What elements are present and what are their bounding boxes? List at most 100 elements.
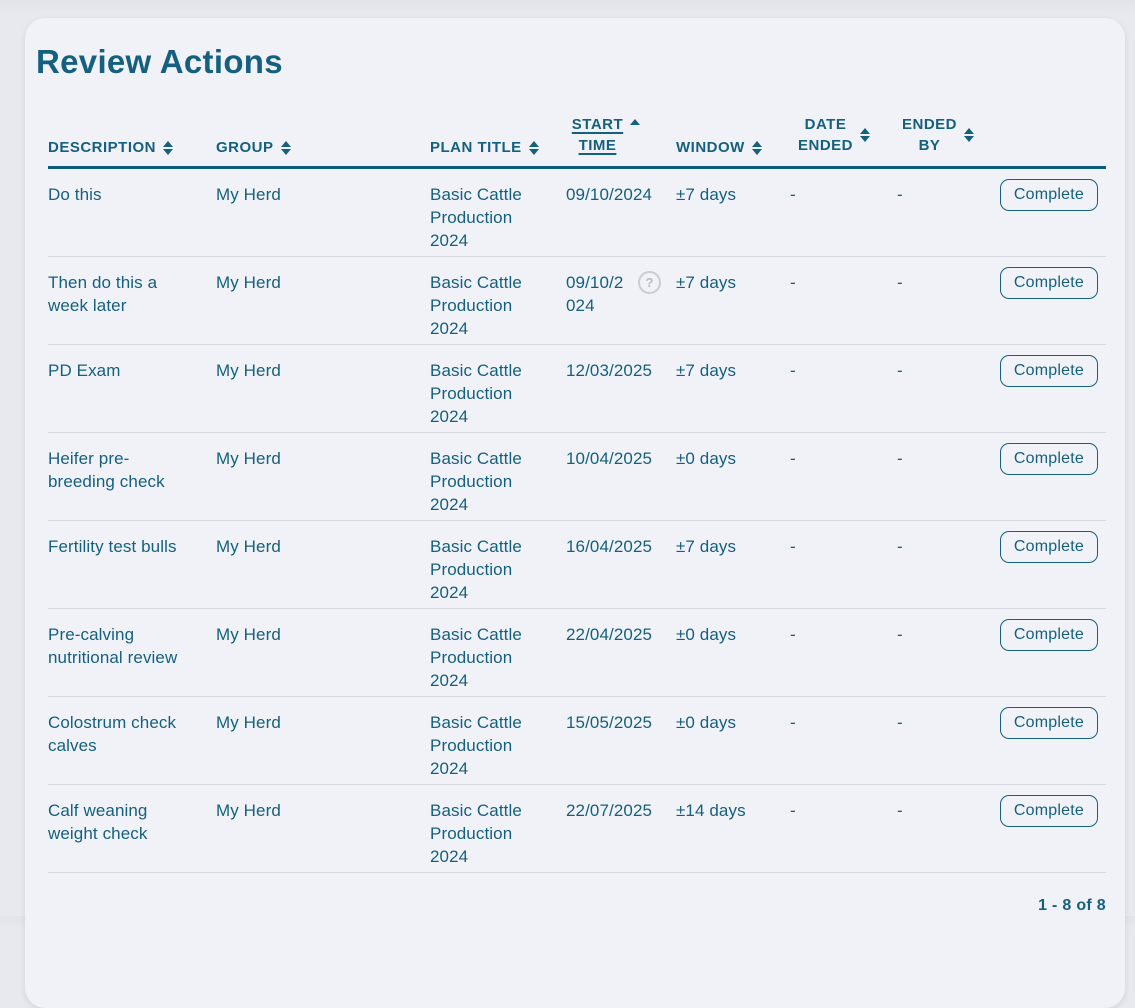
start-time-value: 10/04/2025 — [566, 449, 653, 469]
sort-icon — [964, 128, 974, 143]
header-ended-by-line2: BY — [918, 137, 941, 155]
complete-button[interactable]: Complete — [999, 531, 1098, 564]
table-row: Fertility test bulls My Herd Basic Cattl… — [48, 520, 1106, 610]
header-ended-by[interactable]: ENDED BY — [888, 114, 988, 170]
start-time-value-wrap: 22/07/2025 — [566, 799, 676, 822]
cell-action: Complete — [988, 167, 1106, 258]
sort-ascending-icon — [630, 119, 641, 126]
header-date-ended-line2: ENDED — [797, 137, 853, 155]
cell-start-time: 22/04/2025 — [566, 608, 676, 698]
cell-ended-by: - — [888, 256, 988, 346]
complete-button[interactable]: Complete — [999, 179, 1098, 212]
cell-start-time: 16/04/2025 — [566, 520, 676, 610]
header-group-label: GROUP — [216, 139, 274, 157]
start-time-value: 15/05/2025 — [566, 713, 653, 733]
cell-ended-by: - — [888, 167, 988, 258]
start-time-value: 09/10/2024 — [566, 273, 624, 316]
cell-group: My Herd — [216, 696, 430, 786]
cell-ended-by: - — [888, 608, 988, 698]
start-time-value-wrap: 09/10/2024 — [566, 183, 676, 206]
cell-description: Colostrum check calves — [48, 696, 216, 786]
start-time-value: 22/07/2025 — [566, 801, 653, 821]
cell-window: ±7 days — [676, 256, 780, 346]
start-time-value: 16/04/2025 — [566, 537, 653, 557]
cell-ended-by: - — [888, 432, 988, 522]
cell-window: ±0 days — [676, 696, 780, 786]
cell-description: Then do this a week later — [48, 256, 216, 346]
complete-button[interactable]: Complete — [999, 443, 1098, 476]
sort-icon — [528, 140, 539, 155]
table-body: Do this My Herd Basic Cattle Production … — [48, 167, 1106, 874]
cell-ended-by: - — [888, 344, 988, 434]
cell-window: ±7 days — [676, 520, 780, 610]
table-row: Colostrum check calves My Herd Basic Cat… — [48, 696, 1106, 786]
cell-group: My Herd — [216, 520, 430, 610]
page-title: Review Actions — [36, 43, 283, 80]
review-actions-card: Review Actions DESCRIPTION GROUP — [25, 18, 1125, 1008]
cell-plan-title: Basic Cattle Production 2024 — [430, 344, 566, 434]
table-header: DESCRIPTION GROUP PLAN TITLE — [48, 114, 1106, 170]
cell-group: My Herd — [216, 344, 430, 434]
cell-description: Pre-calving nutritional review — [48, 608, 216, 698]
cell-group: My Herd — [216, 608, 430, 698]
start-time-value: 09/10/2024 — [566, 185, 653, 205]
header-group[interactable]: GROUP — [216, 114, 430, 170]
header-date-ended[interactable]: DATE ENDED — [780, 114, 888, 170]
cell-date-ended: - — [780, 344, 888, 434]
header-start-time[interactable]: START TIME — [566, 114, 676, 170]
header-start-time-line2: TIME — [578, 137, 617, 155]
cell-start-time: 12/03/2025 — [566, 344, 676, 434]
complete-button[interactable]: Complete — [999, 619, 1098, 652]
start-time-value-wrap: 22/04/2025 — [566, 623, 676, 646]
cell-ended-by: - — [888, 696, 988, 786]
cell-window: ±7 days — [676, 344, 780, 434]
cell-plan-title: Basic Cattle Production 2024 — [430, 696, 566, 786]
review-actions-table: DESCRIPTION GROUP PLAN TITLE — [48, 114, 1106, 874]
start-time-value-wrap: 12/03/2025 — [566, 359, 676, 382]
cell-group: My Herd — [216, 784, 430, 874]
cell-date-ended: - — [780, 784, 888, 874]
cell-date-ended: - — [780, 520, 888, 610]
sort-icon — [860, 128, 870, 143]
cell-action: Complete — [988, 784, 1106, 874]
help-icon[interactable]: ? — [638, 271, 661, 295]
cell-window: ±0 days — [676, 608, 780, 698]
cell-date-ended: - — [780, 256, 888, 346]
start-time-value-wrap: 09/10/2024 ? — [566, 271, 676, 317]
cell-plan-title: Basic Cattle Production 2024 — [430, 167, 566, 258]
cell-plan-title: Basic Cattle Production 2024 — [430, 520, 566, 610]
cell-plan-title: Basic Cattle Production 2024 — [430, 256, 566, 346]
start-time-value-wrap: 16/04/2025 — [566, 535, 676, 558]
header-description[interactable]: DESCRIPTION — [48, 114, 216, 170]
header-actions — [988, 114, 1106, 170]
start-time-value-wrap: 10/04/2025 — [566, 447, 676, 470]
sort-icon — [163, 140, 174, 155]
table-row: Heifer pre-breeding check My Herd Basic … — [48, 432, 1106, 522]
table-row: PD Exam My Herd Basic Cattle Production … — [48, 344, 1106, 434]
pagination-label: 1 - 8 of 8 — [1038, 897, 1106, 915]
complete-button[interactable]: Complete — [999, 795, 1098, 828]
cell-action: Complete — [988, 608, 1106, 698]
complete-button[interactable]: Complete — [999, 707, 1098, 740]
cell-start-time: 10/04/2025 — [566, 432, 676, 522]
cell-start-time: 22/07/2025 — [566, 784, 676, 874]
cell-action: Complete — [988, 696, 1106, 786]
header-description-label: DESCRIPTION — [48, 139, 157, 157]
cell-plan-title: Basic Cattle Production 2024 — [430, 608, 566, 698]
complete-button[interactable]: Complete — [999, 355, 1098, 388]
complete-button[interactable]: Complete — [999, 267, 1098, 300]
start-time-value: 12/03/2025 — [566, 361, 653, 381]
cell-plan-title: Basic Cattle Production 2024 — [430, 432, 566, 522]
cell-description: Do this — [48, 167, 216, 258]
cell-window: ±0 days — [676, 432, 780, 522]
cell-date-ended: - — [780, 432, 888, 522]
cell-description: PD Exam — [48, 344, 216, 434]
cell-description: Calf weaning weight check — [48, 784, 216, 874]
cell-action: Complete — [988, 344, 1106, 434]
header-window[interactable]: WINDOW — [676, 114, 780, 170]
header-ended-by-line1: ENDED — [901, 116, 957, 134]
header-start-time-line1: START — [571, 116, 624, 134]
cell-date-ended: - — [780, 167, 888, 258]
header-plan-title[interactable]: PLAN TITLE — [430, 114, 566, 170]
cell-description: Heifer pre-breeding check — [48, 432, 216, 522]
